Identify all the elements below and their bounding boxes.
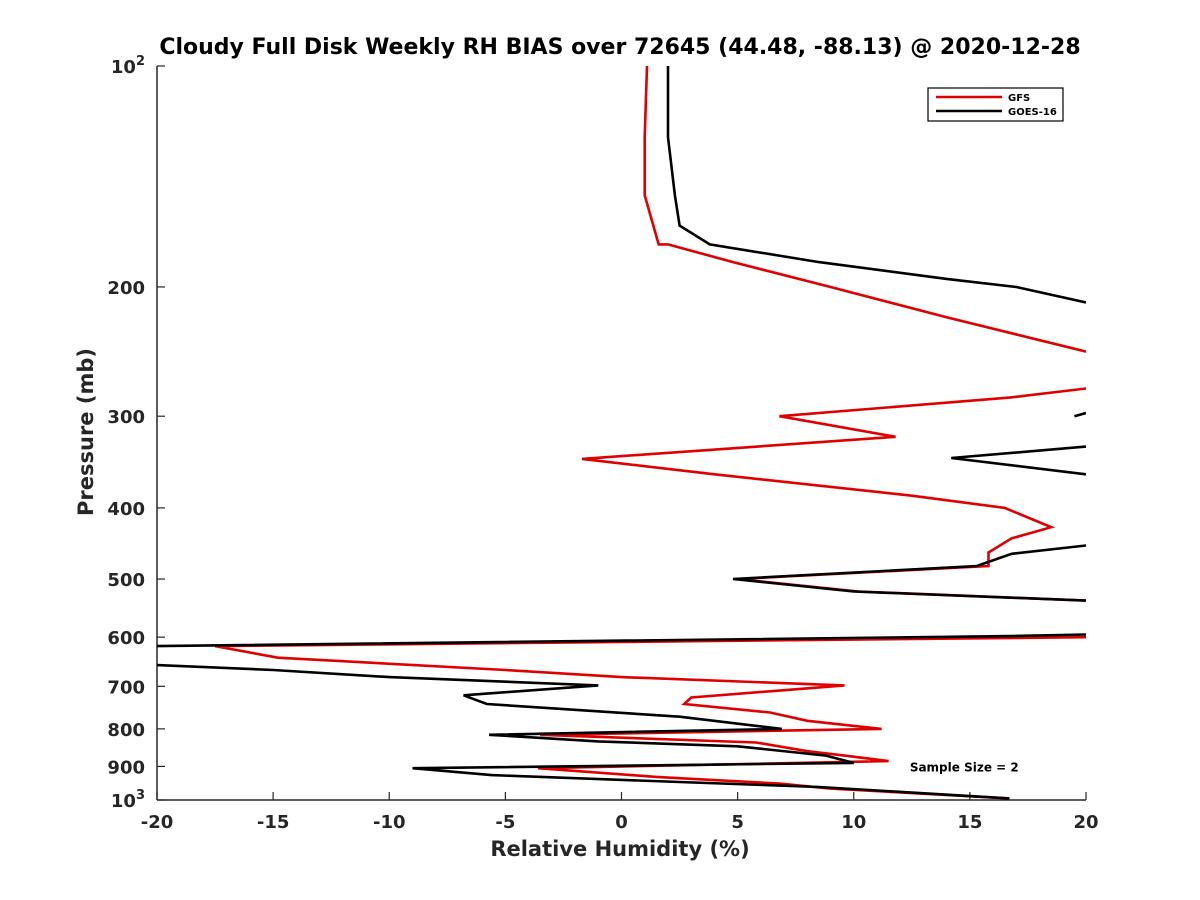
legend: GFS GOES-16 [927, 87, 1064, 122]
y-tick-label: 300 [107, 407, 145, 428]
x-tick-label: 5 [731, 812, 744, 833]
chart-title: Cloudy Full Disk Weekly RH BIAS over 726… [159, 35, 1080, 60]
legend-box [927, 87, 1064, 122]
y-tick-label: 700 [107, 677, 145, 698]
y-tick-label: 900 [107, 757, 145, 778]
y-tick-label: 800 [107, 720, 145, 741]
x-tick-label: 15 [957, 812, 982, 833]
plot-area: -20 -15 -10 -5 0 5 10 15 20 102 200 300 400 500 600 700… [107, 54, 1098, 833]
y-tick-label: 500 [107, 570, 145, 591]
y-tick-label: 400 [107, 499, 145, 520]
y-tick-label: 200 [107, 278, 145, 299]
y-tick-label: 103 [111, 788, 145, 812]
y-tick-label: 600 [107, 628, 145, 649]
x-axis-label: Relative Humidity (%) [490, 837, 749, 861]
legend-entry: GFS [1008, 93, 1030, 104]
series-line-gfs [214, 66, 1086, 800]
x-tick-label: -15 [257, 812, 290, 833]
x-tick-label: 20 [1073, 812, 1098, 833]
x-tick-label: -20 [141, 812, 174, 833]
y-tick-label: 102 [111, 54, 145, 78]
y-axis-label: Pressure (mb) [74, 348, 98, 516]
sample-size-annotation: Sample Size = 2 [910, 760, 1019, 774]
x-tick-label: -10 [373, 812, 406, 833]
x-tick-label: 10 [841, 812, 866, 833]
series-line-goes-16 [157, 66, 1086, 800]
annotations: Sample Size = 2 [910, 760, 1019, 774]
x-tick-label: -5 [495, 812, 515, 833]
legend-entry: GOES-16 [1008, 107, 1057, 118]
x-tick-label: 0 [615, 812, 628, 833]
